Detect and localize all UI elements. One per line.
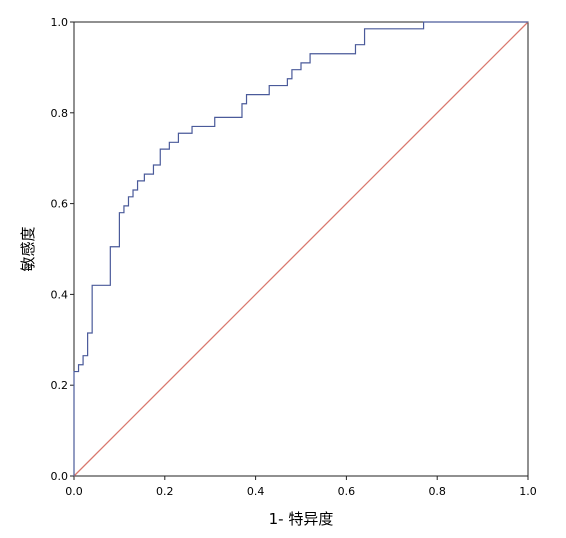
x-tick-label: 0.0: [65, 485, 83, 498]
y-axis-ticks: 0.0 0.2 0.4 0.6 0.8 1.0: [51, 16, 74, 483]
y-tick-label: 0.4: [51, 288, 69, 301]
y-tick-label: 0.0: [51, 470, 69, 483]
y-tick-label: 0.6: [51, 198, 69, 211]
x-tick-label: 0.4: [247, 485, 265, 498]
x-tick-label: 0.8: [428, 485, 446, 498]
roc-curve-line: [73, 21, 528, 476]
x-tick-label: 0.2: [156, 485, 174, 498]
x-tick-label: 0.6: [338, 485, 356, 498]
y-tick-label: 1.0: [51, 16, 69, 29]
y-tick-label: 0.8: [51, 107, 69, 120]
y-axis-title: 敏感度: [19, 226, 37, 271]
x-axis-ticks: 0.0 0.2 0.4 0.6 0.8 1.0: [65, 476, 537, 498]
x-tick-label: 1.0: [519, 485, 537, 498]
reference-diagonal-line: [73, 21, 529, 477]
x-axis-title: 1- 特异度: [269, 510, 334, 528]
plot-frame: [73, 21, 529, 477]
y-tick-label: 0.2: [51, 379, 69, 392]
